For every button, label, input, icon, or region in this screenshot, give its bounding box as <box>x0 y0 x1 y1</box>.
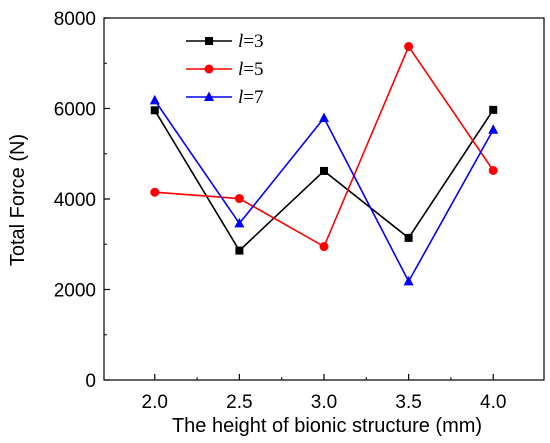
y-tick-label: 4000 <box>54 190 96 211</box>
legend-item: l=7 <box>186 87 264 108</box>
series-3 <box>149 94 499 286</box>
data-point <box>404 233 413 242</box>
series-line <box>154 99 494 284</box>
y-axis: 0 2000 4000 6000 8000 <box>54 9 110 392</box>
plot-border <box>103 17 545 381</box>
data-point <box>403 275 414 286</box>
x-tick-label: 4.0 <box>480 392 506 413</box>
legend-label-variable: l <box>238 31 243 52</box>
data-point <box>234 217 245 228</box>
data-point <box>319 242 329 252</box>
legend-label-value: =3 <box>243 31 263 52</box>
y-tick-label: 0 <box>85 371 96 392</box>
legend-marker <box>205 37 213 45</box>
legend-label: l=7 <box>238 87 264 108</box>
data-point <box>489 105 498 114</box>
legend-label-variable: l <box>238 87 243 108</box>
y-tick-label: 6000 <box>54 100 96 121</box>
legend-marker <box>204 91 214 101</box>
legend-label-value: =5 <box>243 59 263 80</box>
legend-item: l=3 <box>186 31 264 52</box>
x-tick-label: 3.0 <box>311 392 337 413</box>
data-point <box>149 94 160 105</box>
plot-frame <box>103 17 545 381</box>
x-tick-label: 2.5 <box>226 392 252 413</box>
series-line <box>154 109 494 252</box>
data-point <box>488 165 498 175</box>
data-point <box>319 112 329 123</box>
series-layer <box>149 42 499 286</box>
y-tick-label: 8000 <box>54 9 96 30</box>
data-point <box>150 106 159 115</box>
data-point <box>150 187 160 197</box>
legend-label: l=5 <box>238 59 264 80</box>
y-axis-title: Total Force (N) <box>7 134 29 266</box>
legend-label-variable: l <box>238 59 243 80</box>
x-tick-label: 3.5 <box>395 392 421 413</box>
data-point <box>234 194 244 204</box>
data-point <box>235 246 244 255</box>
legend-marker <box>204 64 214 74</box>
series-1 <box>150 105 498 255</box>
y-tick-label: 2000 <box>54 281 96 302</box>
x-tick-label: 2.0 <box>142 392 168 413</box>
x-axis-title: The height of bionic structure (mm) <box>172 415 482 437</box>
series-line <box>154 44 494 248</box>
data-point <box>320 166 328 175</box>
x-axis: 2.0 2.5 3.0 3.5 4.0 <box>142 374 506 413</box>
legend-item: l=5 <box>186 59 264 80</box>
data-point <box>488 124 499 134</box>
legend: l=3l=5l=7 <box>186 31 264 108</box>
legend-label: l=3 <box>238 31 264 52</box>
data-point <box>404 42 414 52</box>
series-2 <box>150 42 498 252</box>
legend-label-value: =7 <box>243 87 263 108</box>
